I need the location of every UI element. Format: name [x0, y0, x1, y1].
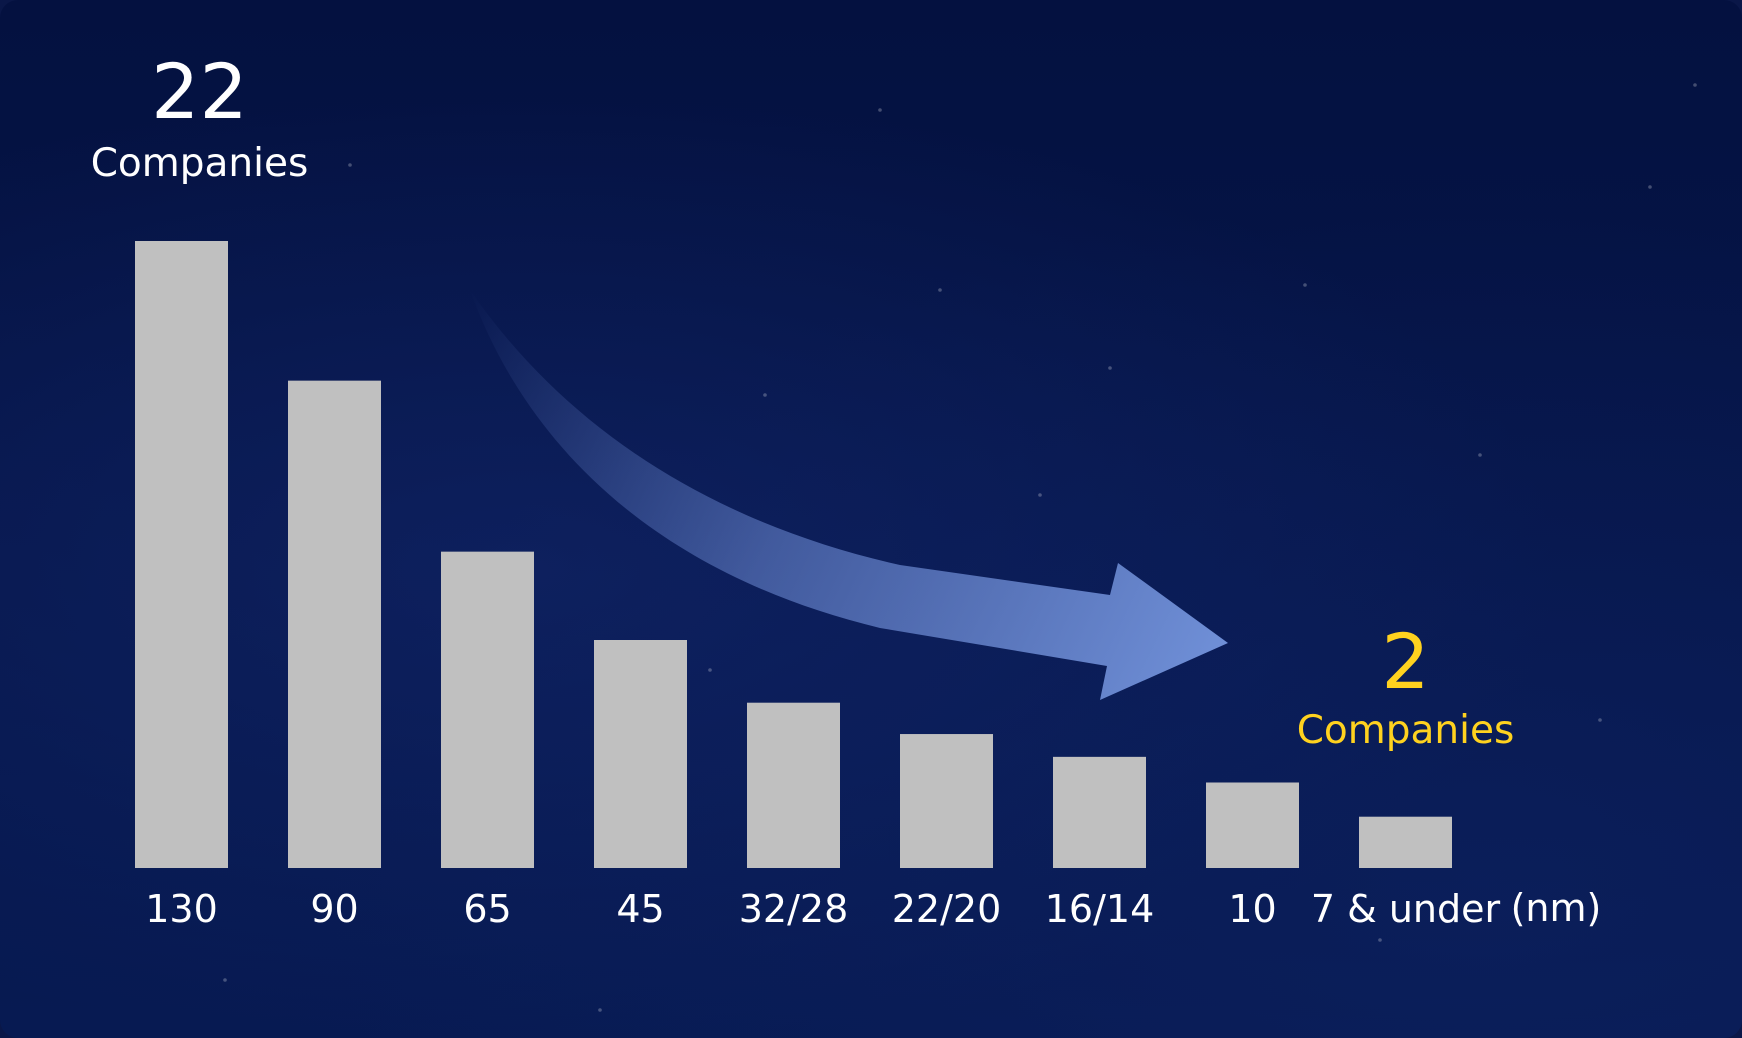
annotation-label: Companies [91, 141, 309, 186]
bar-90 [288, 380, 381, 868]
background-star [763, 393, 767, 397]
background-star [223, 978, 227, 982]
x-tick-label: 45 [616, 887, 664, 931]
x-tick-label: 130 [145, 887, 218, 931]
annotation-number: 22 [151, 47, 248, 136]
bar-10 [1206, 782, 1299, 868]
background-star [1693, 83, 1697, 87]
background-stars [223, 83, 1697, 1012]
background-star [1378, 938, 1382, 942]
x-tick-label: 32/28 [739, 887, 849, 931]
x-tick-label: 16/14 [1045, 887, 1155, 931]
x-tick-label: 22/20 [892, 887, 1002, 931]
background-star [1303, 283, 1307, 287]
annotation-number: 2 [1381, 617, 1429, 706]
x-tick-labels: 130 90 65 45 32/28 22/20 16/14 10 7 & under [145, 887, 1500, 931]
bar-32-28 [747, 702, 840, 868]
background-star [938, 288, 942, 292]
bar-22-20 [900, 734, 993, 868]
bar-16-14 [1053, 756, 1146, 868]
annotation-label: Companies [1297, 708, 1515, 753]
x-tick-label: 65 [463, 887, 511, 931]
axis-unit-label: (nm) [1511, 886, 1602, 930]
background-star [598, 1008, 602, 1012]
trend-arrow-icon [470, 290, 1228, 700]
bar-130 [135, 241, 228, 868]
background-star [1478, 453, 1482, 457]
background-star [1598, 718, 1602, 722]
background-star [348, 163, 352, 167]
background-star [708, 668, 712, 672]
bar-7-under [1359, 816, 1452, 868]
bar-45 [594, 640, 687, 868]
bar-65 [441, 551, 534, 868]
background-star [878, 108, 882, 112]
background-star [1108, 366, 1112, 370]
background-star [1648, 185, 1652, 189]
background-star [1038, 493, 1042, 497]
x-tick-label: 90 [310, 887, 358, 931]
x-tick-label: 7 & under [1311, 887, 1501, 931]
x-tick-label: 10 [1228, 887, 1276, 931]
bars [135, 241, 1452, 868]
